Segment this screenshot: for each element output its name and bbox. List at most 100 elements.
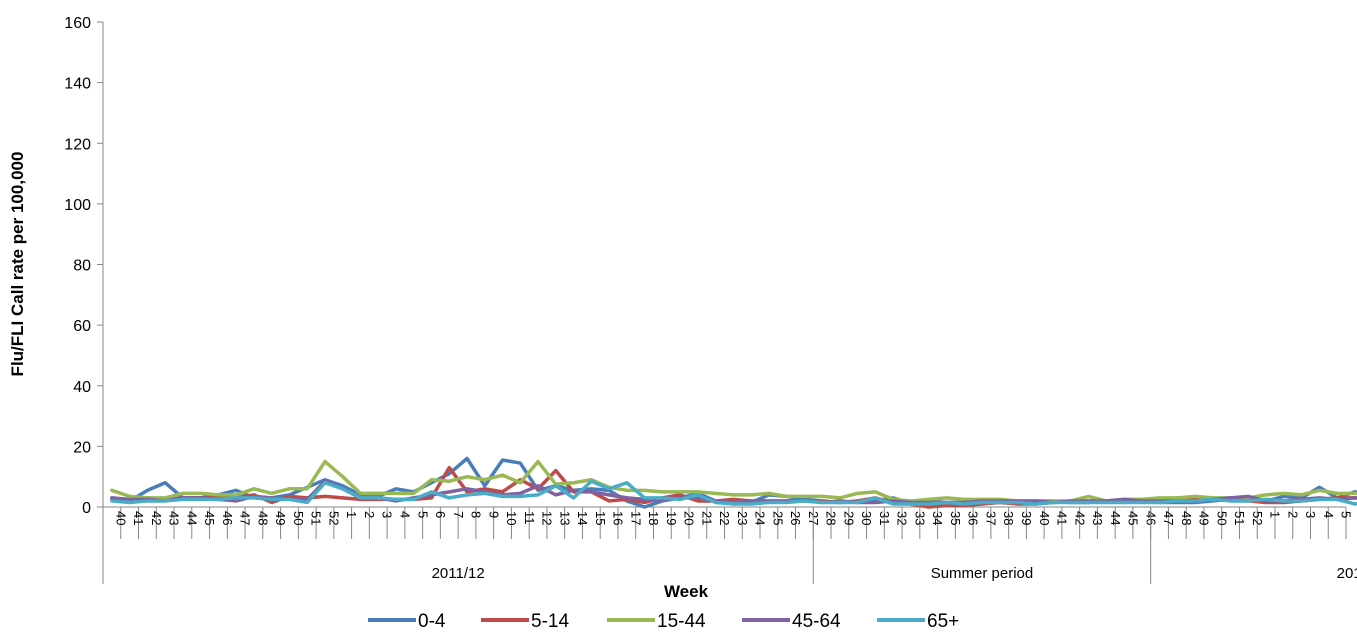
x-tick-label: 16	[611, 511, 626, 525]
legend-item: 0-4	[368, 611, 446, 632]
x-tick-label: 4	[1321, 511, 1336, 518]
y-axis-title: Flu/FLI Call rate per 100,000	[8, 152, 27, 377]
x-tick-label: 3	[380, 511, 395, 518]
y-tick-label: 80	[73, 258, 91, 275]
x-tick-label: 1	[344, 511, 359, 518]
x-tick-label: 21	[699, 511, 714, 525]
x-tick-label: 3	[1303, 511, 1318, 518]
x-tick-label: 49	[1197, 511, 1212, 525]
legend-item: 5-14	[481, 611, 569, 632]
y-tick-label: 60	[73, 318, 91, 335]
x-tick-label: 29	[841, 511, 856, 525]
x-tick-label: 17	[628, 511, 643, 525]
x-tick-label: 4	[397, 511, 412, 518]
series-line-15-44	[110, 459, 1357, 503]
x-tick-label: 52	[1250, 511, 1265, 525]
x-tick-label: 49	[273, 511, 288, 525]
x-tick-label: 43	[1090, 511, 1105, 525]
y-tick-label: 160	[64, 15, 91, 32]
x-tick-label: 2	[362, 511, 377, 518]
x-tick-label: 1	[1268, 511, 1283, 518]
x-tick-label: 10	[504, 511, 519, 525]
x-tick-label: 11	[522, 511, 537, 525]
x-tick-label: 42	[1072, 511, 1087, 525]
legend-item: 65+	[877, 611, 959, 632]
y-axis: 0 20 40 60 80 100 120 140 160	[64, 15, 104, 517]
x-tick-label: 47	[1161, 511, 1176, 525]
x-tick-label: 52	[326, 511, 341, 525]
y-tick-label: 0	[82, 500, 91, 517]
legend-label: 65+	[927, 611, 959, 632]
x-tick-label: 31	[877, 511, 892, 525]
group-label: Summer period	[931, 565, 1034, 582]
x-tick-label: 40	[1037, 511, 1052, 525]
x-tick-label: 12	[540, 511, 555, 525]
x-tick-label: 13	[557, 511, 572, 525]
y-tick-label: 140	[64, 76, 91, 93]
x-tick-label: 47	[238, 511, 253, 525]
x-tick-label: 43	[167, 511, 182, 525]
legend-label: 5-14	[531, 611, 569, 632]
x-tick-label: 46	[220, 511, 235, 525]
legend: 0-4 5-14 15-44 45-64 65+	[368, 611, 959, 632]
legend-label: 0-4	[418, 611, 446, 632]
x-tick-label: 50	[1214, 511, 1229, 525]
x-tick-label: 25	[770, 511, 785, 525]
x-tick-label: 20	[682, 511, 697, 525]
legend-item: 15-44	[607, 611, 706, 632]
x-tick-label: 24	[753, 511, 768, 525]
x-tick-label: 36	[966, 511, 981, 525]
x-tick-label: 37	[983, 511, 998, 525]
x-tick-label: 15	[593, 511, 608, 525]
x-tick-label: 41	[131, 511, 146, 525]
x-tick-label: 8	[469, 511, 484, 518]
x-tick-label: 22	[717, 511, 732, 525]
x-tick-label: 7	[451, 511, 466, 518]
x-tick-label: 19	[664, 511, 679, 525]
x-tick-label: 48	[1179, 511, 1194, 525]
x-tick-label: 44	[1108, 511, 1123, 525]
legend-label: 45-64	[792, 611, 841, 632]
x-tick-label: 14	[575, 511, 590, 525]
series-line-45-64	[110, 479, 1357, 505]
x-tick-label: 44	[184, 511, 199, 525]
group-label: 2012/13	[1337, 565, 1357, 582]
y-tick-label: 100	[64, 197, 91, 214]
x-tick-label: 42	[149, 511, 164, 525]
x-tick-label: 38	[1001, 511, 1016, 525]
x-tick-label: 30	[859, 511, 874, 525]
x-tick-label: 50	[291, 511, 306, 525]
x-tick-label: 26	[788, 511, 803, 525]
x-tick-label: 18	[646, 511, 661, 525]
series-line-65+	[110, 479, 1357, 506]
legend-label: 15-44	[657, 611, 706, 632]
x-tick-label: 5	[1339, 511, 1354, 518]
x-tick-label: 39	[1019, 511, 1034, 525]
x-tick-label: 32	[895, 511, 910, 525]
x-tick-label: 6	[433, 511, 448, 518]
x-tick-label: 2	[1285, 511, 1300, 518]
x-axis: 40 41 42 43 44 45 46 47 48 49 50 51 52 1 2 3 4 5 6 7 8 9 10 11 1…	[102, 506, 1357, 584]
x-tick-label: 34	[930, 511, 945, 525]
x-tick-label: 48	[255, 511, 270, 525]
x-tick-label: 45	[202, 511, 217, 525]
x-tick-label: 9	[486, 511, 501, 518]
x-tick-label: 45	[1126, 511, 1141, 525]
y-tick-label: 120	[64, 136, 91, 153]
x-tick-label: 51	[309, 511, 324, 525]
y-tick-label: 20	[73, 439, 91, 456]
x-tick-label: 5	[415, 511, 430, 518]
x-tick-label: 51	[1232, 511, 1247, 525]
x-tick-label: 40	[113, 511, 128, 525]
x-tick-label: 41	[1055, 511, 1070, 525]
legend-item: 45-64	[742, 611, 841, 632]
x-tick-label: 35	[948, 511, 963, 525]
x-tick-label: 23	[735, 511, 750, 525]
x-tick-label: 28	[824, 511, 839, 525]
x-axis-title: Week	[664, 582, 709, 601]
y-tick-label: 40	[73, 379, 91, 396]
series-lines	[110, 456, 1357, 509]
x-tick-label: 33	[912, 511, 927, 525]
group-label: 2011/12	[432, 565, 485, 582]
